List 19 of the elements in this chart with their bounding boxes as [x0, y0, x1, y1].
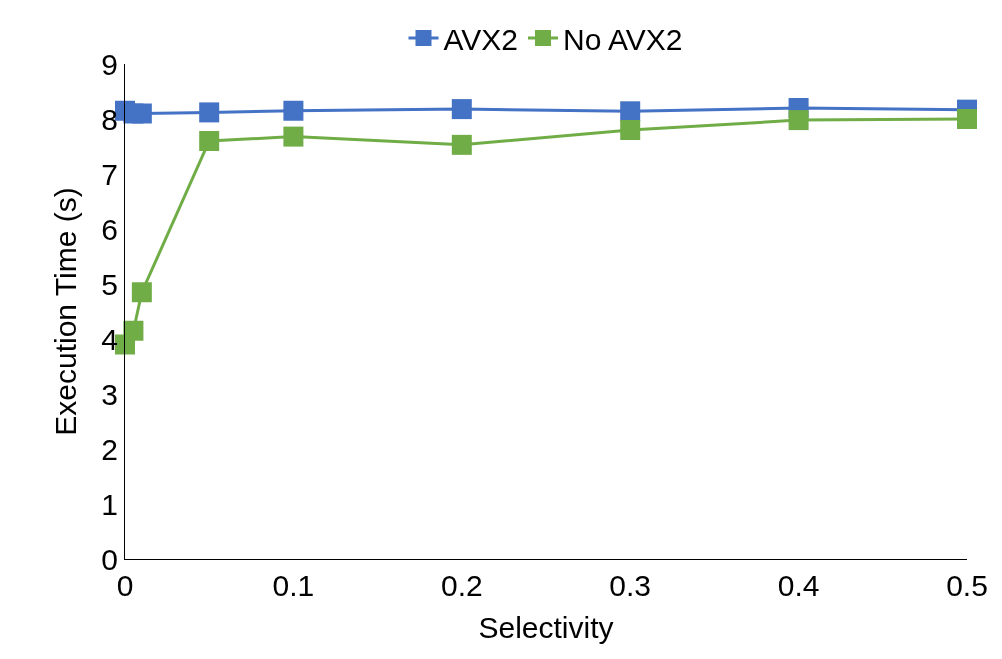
y-tick-label: 8: [101, 102, 118, 136]
x-tick-label: 0.4: [777, 569, 820, 602]
y-tick-label: 6: [101, 212, 118, 246]
legend-label: AVX2: [443, 22, 518, 56]
y-tick-label: 7: [101, 157, 118, 191]
y-tick-label: 5: [101, 267, 118, 301]
y-tick-label: 4: [101, 322, 118, 356]
x-tick-label: 0.3: [609, 569, 652, 602]
x-axis-title: Selectivity: [478, 610, 614, 644]
y-tick-label: 2: [101, 432, 118, 466]
x-tick-label: 0.5: [946, 569, 988, 602]
y-axis-title: Execution Time (s): [49, 187, 83, 436]
y-tick-label: 3: [101, 377, 118, 411]
y-tick-label: 1: [101, 487, 118, 521]
x-tick-label: 0.2: [440, 569, 483, 602]
y-tick-label: 0: [101, 542, 118, 576]
y-tick-label: 9: [101, 47, 118, 81]
x-tick-label: 0.1: [272, 569, 315, 602]
legend-label: No AVX2: [563, 22, 683, 56]
